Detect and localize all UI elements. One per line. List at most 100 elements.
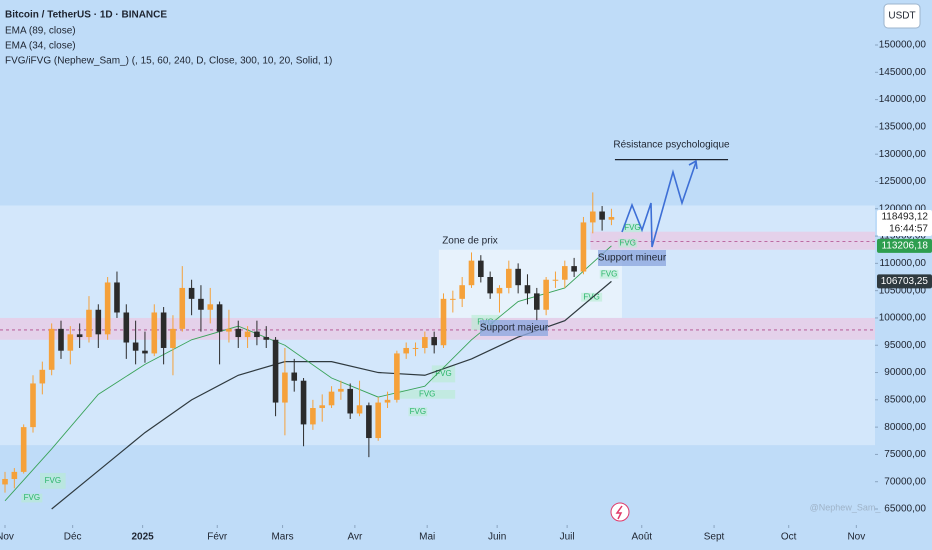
fvg-box: [408, 407, 428, 417]
candle-body: [86, 309, 92, 338]
candle-body: [160, 312, 167, 348]
candle-body: [524, 285, 531, 294]
fvg-label: FVG: [410, 407, 426, 416]
fvg-box: [399, 390, 456, 399]
candle-body: [580, 222, 587, 272]
candle-body: [487, 277, 493, 294]
candle-body: [114, 282, 120, 313]
fvg-label: FVG: [601, 269, 617, 278]
y-tick-label: 70000,00: [884, 476, 926, 487]
y-tick-label: 135000,00: [879, 122, 927, 133]
x-tick-label: Sept: [704, 532, 725, 543]
candle-body: [431, 337, 437, 346]
candle-body: [235, 328, 242, 338]
projection-arrow: [621, 161, 697, 248]
fvg-box: [618, 238, 638, 248]
candle-body: [39, 369, 46, 384]
y-tick-label: 120000,00: [879, 203, 927, 214]
candle-body: [170, 328, 176, 348]
candle-body: [543, 279, 549, 310]
annotation-box: [480, 320, 548, 336]
x-tick-label: Févr: [207, 532, 228, 543]
y-tick-label: 125000,00: [879, 176, 927, 187]
candle-body: [468, 260, 475, 286]
candle-body: [76, 334, 83, 338]
price-tag: [877, 238, 932, 253]
zone: [438, 249, 622, 318]
y-tick-label: 150000,00: [879, 40, 927, 51]
y-tick-label: 90000,00: [884, 367, 926, 378]
candle-body: [58, 328, 64, 351]
x-tick-label: Août: [631, 532, 652, 543]
event-icon[interactable]: [610, 502, 630, 522]
candle-body: [496, 287, 503, 294]
x-tick-label: Déc: [64, 532, 82, 543]
candle-body: [403, 347, 409, 354]
fvg-label: FVG: [583, 292, 599, 301]
fvg-label: FVG: [435, 369, 451, 378]
candle-body: [263, 337, 270, 340]
currency-label[interactable]: USDT: [888, 11, 915, 22]
candle-body: [142, 350, 148, 354]
candle-body: [30, 383, 36, 428]
candle-body: [338, 388, 344, 392]
x-tick-label: Nov: [0, 532, 14, 543]
candle-body: [310, 408, 316, 425]
candle-body: [552, 279, 559, 281]
candle-body: [291, 372, 298, 381]
candle-body: [123, 312, 130, 343]
y-tick-label: 100000,00: [879, 313, 927, 324]
candle-body: [394, 353, 400, 400]
annotation: Support majeur: [480, 323, 549, 334]
chart-title: Bitcoin / TetherUS · 1D · BINANCE: [5, 10, 167, 21]
legend-entry: EMA (34, close): [5, 41, 76, 52]
legend-entry: EMA (89, close): [5, 26, 76, 37]
candle-body: [319, 405, 326, 409]
candle-body: [11, 471, 18, 479]
candle-body: [67, 334, 74, 351]
candle-body: [450, 298, 456, 300]
currency-button[interactable]: [883, 3, 921, 29]
fvg-label: FVG: [24, 493, 40, 502]
x-tick-label: Juil: [560, 532, 575, 543]
fvg-box: [623, 223, 642, 233]
y-tick-label: 140000,00: [879, 94, 927, 105]
annotation-box: [598, 250, 666, 266]
candle-body: [506, 268, 512, 288]
fvg-box: [431, 365, 456, 383]
candle-body: [188, 287, 195, 299]
x-tick-label: Mai: [419, 532, 435, 543]
x-tick-label: Avr: [347, 532, 362, 543]
candle-body: [599, 211, 605, 220]
candle-body: [366, 405, 372, 439]
candle-body: [384, 399, 391, 403]
fvg-box: [21, 493, 43, 503]
y-tick-label: 80000,00: [884, 422, 926, 433]
candle-body: [254, 331, 260, 338]
annotation: Support mineur: [598, 253, 667, 264]
candle-body: [589, 211, 596, 223]
fvg-box: [599, 269, 619, 279]
zone: [590, 231, 875, 250]
y-tick-label: 95000,00: [884, 340, 926, 351]
candle-body: [151, 312, 158, 354]
y-tick-label: 75000,00: [884, 449, 926, 460]
x-tick-label: Mars: [271, 532, 293, 543]
candle-body: [104, 282, 111, 335]
candle-body: [132, 342, 139, 351]
zone: [0, 317, 875, 340]
candle-body: [2, 478, 8, 485]
price-tag-label: 106703,25: [881, 276, 929, 287]
candle-body: [179, 287, 186, 329]
fvg-label: FVG: [419, 389, 435, 398]
ema-line: [51, 280, 612, 510]
legend-entry: FVG/iFVG (Nephew_Sam_) (, 15, 60, 240, D…: [5, 56, 332, 67]
candle-body: [608, 216, 615, 220]
annotation: Résistance psychologique: [613, 139, 730, 150]
candle-body: [216, 304, 223, 332]
projection-arrowhead: [688, 159, 698, 170]
x-tick-label: 2025: [132, 532, 155, 543]
fvg-label: FVG: [45, 476, 61, 485]
y-tick-label: 65000,00: [884, 504, 926, 515]
